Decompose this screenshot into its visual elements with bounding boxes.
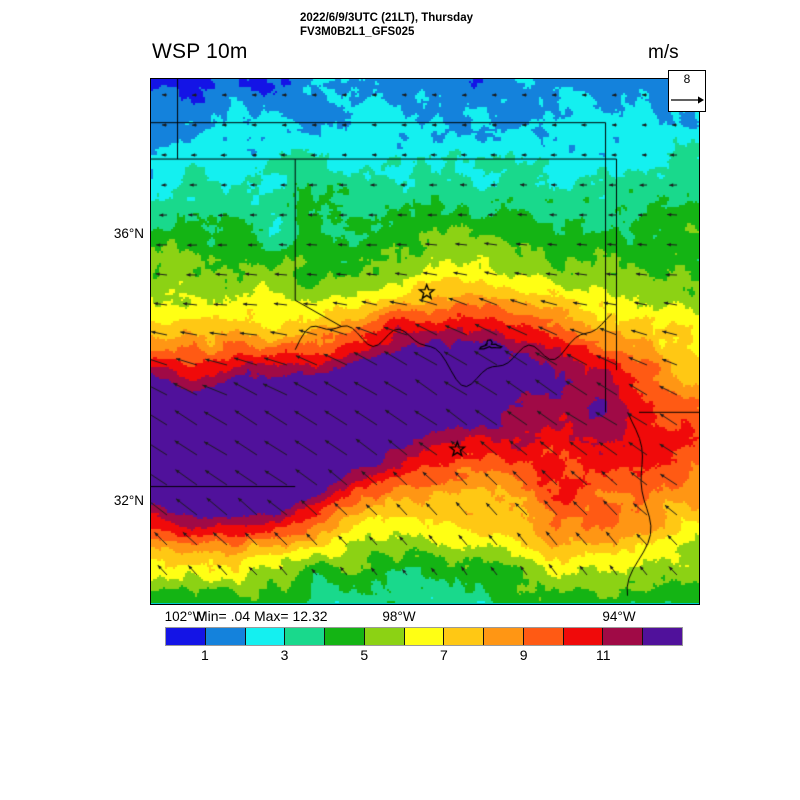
right-arrow-icon (671, 96, 704, 104)
title-datetime: 2022/6/9/3UTC (21LT), Thursday (300, 12, 473, 24)
x-tick-label-98W: 98°W (382, 609, 416, 624)
colorbar-swatch-8 (484, 628, 524, 645)
colorbar-swatch-1 (205, 628, 246, 645)
map-plot-area[interactable] (150, 78, 700, 605)
y-tick-label-32N: 32°N (113, 493, 144, 508)
colorbar[interactable] (165, 627, 683, 646)
units-label: m/s (648, 42, 679, 63)
colorbar-tick-11: 11 (596, 647, 611, 663)
colorbar-tick-5: 5 (360, 647, 369, 663)
colorbar-tick-labels: 1 3 5 7 9 11 (165, 647, 683, 665)
colorbar-swatch-2 (245, 628, 286, 645)
colorbar-tick-3: 3 (280, 647, 289, 663)
colorbar-tick-1: 1 (200, 647, 209, 663)
colorbar-swatch-3 (285, 628, 326, 645)
x-tick-label-94W: 94°W (602, 609, 636, 624)
colorbar-swatch-4 (325, 628, 365, 645)
variable-label: WSP 10m (152, 40, 248, 63)
colorbar-swatch-6 (404, 628, 445, 645)
y-tick-label-36N: 36°N (113, 226, 144, 241)
title-model-run: FV3M0B2L1_GFS025 (300, 25, 415, 38)
colorbar-swatch-9 (523, 628, 564, 645)
colorbar-tick-9: 9 (519, 647, 528, 663)
colorbar-swatch-0 (166, 628, 206, 645)
colorbar-tick-7: 7 (440, 647, 448, 663)
x-tick-label-102W: 102°W (164, 609, 206, 624)
minmax-label: Min= .04 Max= 12.32 (196, 608, 328, 624)
colorbar-swatch-11 (603, 628, 644, 645)
figure-title-block: 2022/6/9/3UTC (21LT), Thursday FV3M0B2L1… (300, 12, 620, 39)
colorbar-swatch-10 (563, 628, 604, 645)
colorbar-swatch-7 (444, 628, 485, 645)
colorbar-swatch-5 (364, 628, 405, 645)
colorbar-swatch-12 (643, 628, 682, 645)
map-overlay-vectors-and-borders (151, 79, 699, 603)
vector-key-value: 8 (683, 72, 691, 86)
wind-vector-key: 8 (668, 70, 706, 112)
